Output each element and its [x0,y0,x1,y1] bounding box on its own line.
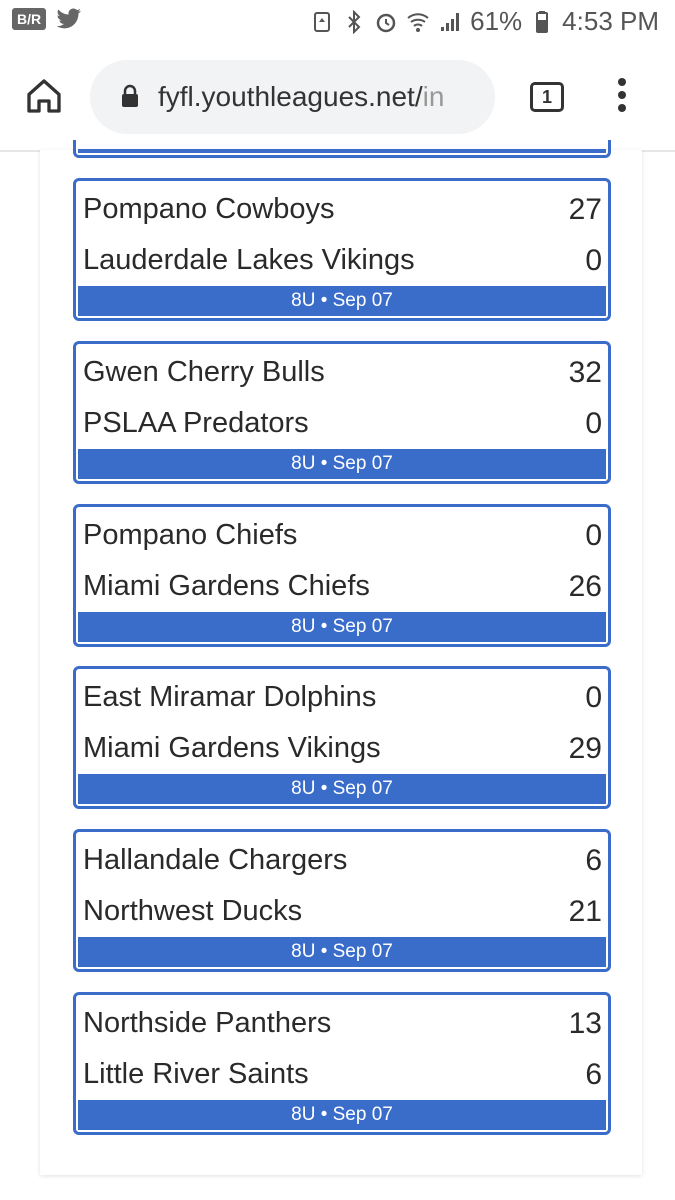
away-team-name: Miami Gardens Vikings [83,732,381,764]
bleacher-report-icon: B/R [12,8,47,30]
game-card[interactable]: East Miramar Dolphins 0 Miami Gardens Viki… [73,666,611,809]
status-bar: B/R 61% 4:53 PM [0,0,675,46]
game-meta-bar: 8U • Sep 07 [78,286,606,316]
alarm-icon [376,13,396,32]
away-team-score: 26 [568,570,602,603]
status-time: 4:53 PM [562,6,659,36]
home-team-row: Northside Panthers 13 [78,997,606,1048]
url-path: in [422,81,445,112]
away-team-row: Miami Gardens Chiefs 26 [78,560,606,611]
away-team-row: Little River Saints 6 [78,1048,606,1099]
home-team-row: Pompano Chiefs 0 [78,509,606,560]
away-team-score: 0 [585,407,602,440]
overflow-menu-icon[interactable] [612,78,632,118]
home-icon[interactable] [24,76,64,116]
home-team-name: East Miramar Dolphins [83,681,377,713]
game-meta-bar: 8U • Sep 07 [78,449,606,479]
game-card[interactable]: Northside Panthers 13 Little River Saints 6… [73,992,611,1135]
home-team-name: Gwen Cherry Bulls [83,356,325,388]
lock-icon [122,84,138,107]
game-meta-bar: 8U • Sep 07 [78,612,606,642]
home-team-row: Hallandale Chargers 6 [78,834,606,885]
game-card[interactable]: Hallandale Chargers 6 Northwest Ducks 21 8U … [73,829,611,972]
game-card[interactable]: Gwen Cherry Bulls 32 PSLAA Predators 0 8U • … [73,341,611,484]
game-meta-bar: 8U • Sep 07 [78,774,606,804]
browser-toolbar: fyfl.youthleagues.net/in 1 [0,46,675,152]
previous-game-card-edge [73,140,611,158]
home-team-score: 0 [585,519,602,552]
away-team-row: Northwest Ducks 21 [78,885,606,936]
url-text: fyfl.youthleagues.net/in [158,81,478,113]
away-team-row: Miami Gardens Vikings 29 [78,722,606,773]
home-team-name: Pompano Chiefs [83,519,298,551]
away-team-score: 0 [585,244,602,277]
home-team-row: East Miramar Dolphins 0 [78,671,606,722]
tab-switcher-button[interactable]: 1 [530,82,564,112]
home-team-name: Pompano Cowboys [83,193,335,225]
away-team-name: Lauderdale Lakes Vikings [83,244,415,276]
away-team-score: 6 [585,1058,602,1091]
twitter-icon [56,8,82,29]
url-domain: fyfl.youthleagues.net/ [158,81,423,112]
away-team-row: Lauderdale Lakes Vikings 0 [78,234,606,285]
home-team-score: 13 [568,1007,602,1040]
battery-icon [536,10,549,33]
bluetooth-icon [348,9,361,34]
home-team-score: 27 [568,193,602,226]
url-bar[interactable]: fyfl.youthleagues.net/in [90,60,495,134]
home-team-score: 32 [568,356,602,389]
home-team-score: 6 [585,844,602,877]
recycle-icon [314,11,331,32]
home-team-score: 0 [585,681,602,714]
battery-percent: 61% [470,6,523,36]
away-team-name: Northwest Ducks [83,895,303,927]
signal-icon [441,12,460,31]
home-team-row: Pompano Cowboys 27 [78,183,606,234]
game-card[interactable]: Pompano Cowboys 27 Lauderdale Lakes Viking… [73,178,611,321]
away-team-score: 21 [568,895,602,928]
game-meta-bar: 8U • Sep 07 [78,937,606,967]
game-meta-bar: 8U • Sep 07 [78,1100,606,1130]
away-team-score: 29 [568,732,602,765]
home-team-name: Northside Panthers [83,1007,332,1039]
home-team-row: Gwen Cherry Bulls 32 [78,346,606,397]
away-team-row: PSLAA Predators 0 [78,397,606,448]
game-card[interactable]: Pompano Chiefs 0 Miami Gardens Chiefs 26 8U … [73,504,611,647]
away-team-name: PSLAA Predators [83,407,309,439]
wifi-icon [407,12,429,32]
away-team-name: Miami Gardens Chiefs [83,570,370,602]
away-team-name: Little River Saints [83,1058,309,1090]
home-team-name: Hallandale Chargers [83,844,348,876]
